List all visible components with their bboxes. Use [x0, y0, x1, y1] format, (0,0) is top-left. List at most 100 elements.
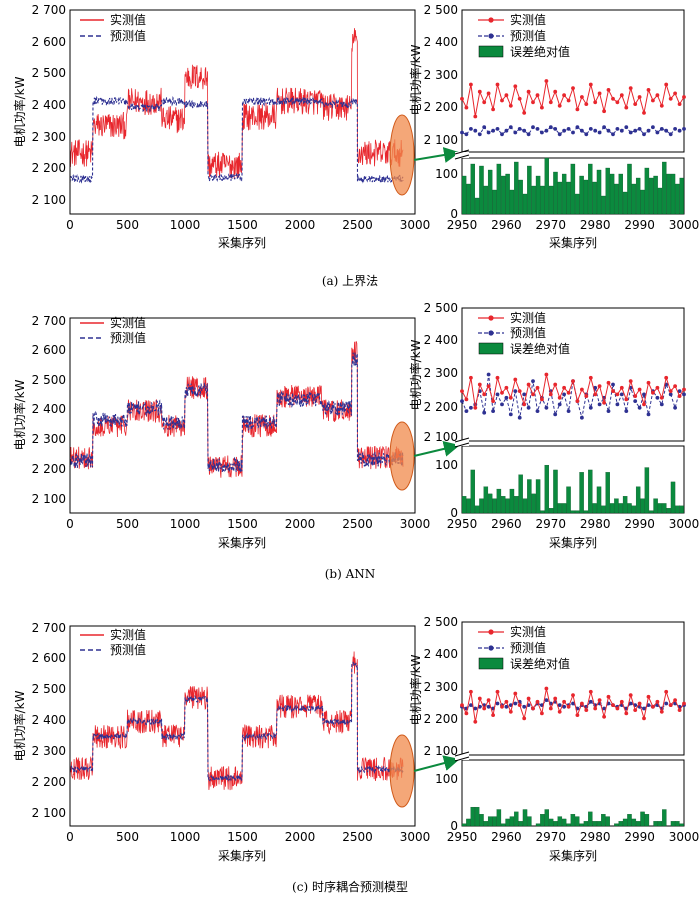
error-bar	[566, 823, 571, 827]
measured-point	[646, 694, 651, 699]
predicted-point	[500, 402, 504, 407]
x-tick: 2960	[491, 218, 522, 232]
measured-point	[606, 88, 611, 92]
measured-point	[495, 375, 500, 380]
measured-point	[606, 694, 611, 699]
predicted-point	[486, 704, 491, 709]
error-bar	[635, 177, 641, 215]
zoom-y-label-b: 电机功率/kW	[408, 339, 423, 410]
predicted-point	[633, 399, 638, 403]
predicted-point	[602, 706, 606, 711]
measured-point	[611, 389, 615, 393]
measured-point	[580, 387, 584, 392]
error-bar	[579, 175, 584, 215]
predicted-point	[668, 132, 673, 137]
measured-point	[504, 385, 509, 390]
measured-point	[593, 100, 598, 105]
error-bar	[631, 818, 637, 827]
error-bar	[622, 496, 628, 514]
predicted-point	[513, 130, 518, 135]
measured-point	[460, 389, 464, 393]
y-tick: 2 200	[32, 161, 66, 175]
predicted-point	[522, 392, 527, 397]
error-bar	[635, 821, 641, 827]
y-tick: 2 200	[424, 712, 458, 726]
measured-point	[544, 79, 549, 83]
measured-point	[513, 691, 518, 696]
x-tick: 500	[116, 218, 139, 232]
predicted-point	[562, 128, 566, 133]
error-bar	[474, 197, 480, 215]
error-bar	[662, 809, 667, 827]
measured-point	[522, 716, 527, 721]
predicted-point	[651, 125, 655, 130]
caption-c: (c) 时序耦合预测模型	[292, 879, 408, 894]
main-xticks-c: 0 500 1000 1500 2000 2500 3000	[66, 830, 430, 844]
predicted-point	[508, 412, 513, 417]
measured-point	[562, 699, 566, 704]
predicted-point	[655, 395, 660, 400]
y-tick: 2 100	[424, 430, 458, 444]
measured-point	[673, 384, 677, 388]
predicted-point	[553, 412, 558, 417]
error-bar	[596, 821, 602, 827]
measured-point	[469, 689, 473, 694]
predicted-point	[495, 392, 500, 397]
error-bar	[618, 173, 624, 215]
legend-measured: 实测值	[110, 12, 146, 27]
predicted-point	[566, 126, 571, 131]
error-bar	[561, 503, 567, 514]
error-bar	[679, 177, 684, 215]
measured-point	[482, 706, 487, 711]
main-x-label-b: 采集序列	[218, 535, 266, 550]
measured-point	[553, 696, 558, 701]
y-tick: 2 300	[32, 744, 66, 758]
error-bar	[670, 173, 676, 215]
measured-point	[495, 82, 500, 87]
error-bar	[640, 189, 645, 215]
error-bar	[540, 185, 545, 215]
error-bar	[609, 503, 615, 514]
x-tick: 1000	[170, 517, 201, 531]
predicted-point	[495, 701, 500, 706]
error-bar	[522, 193, 528, 215]
x-tick: 0	[66, 830, 74, 844]
zoom-y-label-a: 电机功率/kW	[408, 44, 423, 115]
predicted-point	[637, 126, 642, 131]
error-bar	[527, 165, 532, 215]
main-y-label-a: 电机功率/kW	[12, 76, 27, 147]
error-bar	[609, 173, 615, 215]
error-bar	[531, 185, 536, 215]
x-tick: 2990	[624, 517, 655, 531]
legend-measured: 实测值	[510, 624, 546, 639]
measured-point	[628, 86, 633, 90]
measured-point	[677, 102, 682, 106]
error-bar	[675, 821, 680, 827]
error-bar	[679, 505, 684, 514]
measured-point	[588, 689, 593, 694]
main-traces-a	[69, 28, 404, 185]
measured-point	[615, 392, 620, 397]
error-bar	[535, 175, 541, 215]
series-predicted-line	[69, 352, 404, 473]
x-tick: 2970	[536, 517, 567, 531]
zoom-yticks-upper-c: 2 100 2 200 2 300 2 400 2 500	[424, 615, 458, 758]
main-legend-c: 实测值 预测值	[80, 627, 146, 657]
y-tick: 2 300	[424, 68, 458, 82]
error-bar	[557, 181, 563, 215]
x-tick: 1500	[227, 218, 258, 232]
error-bar	[522, 809, 528, 827]
measured-point	[535, 699, 540, 704]
predicted-point	[517, 415, 522, 420]
x-tick: 2000	[285, 218, 316, 232]
y-tick: 2 100	[32, 806, 66, 820]
error-bar	[601, 505, 606, 514]
error-bar	[653, 175, 658, 215]
measured-point	[584, 708, 589, 712]
predicted-point	[464, 132, 469, 137]
predicted-point	[646, 412, 651, 417]
measured-point	[508, 709, 513, 714]
predicted-point	[593, 385, 598, 390]
error-bar	[592, 181, 597, 215]
error-bar	[666, 508, 671, 514]
